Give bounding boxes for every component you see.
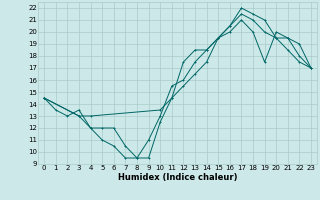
- X-axis label: Humidex (Indice chaleur): Humidex (Indice chaleur): [118, 173, 237, 182]
